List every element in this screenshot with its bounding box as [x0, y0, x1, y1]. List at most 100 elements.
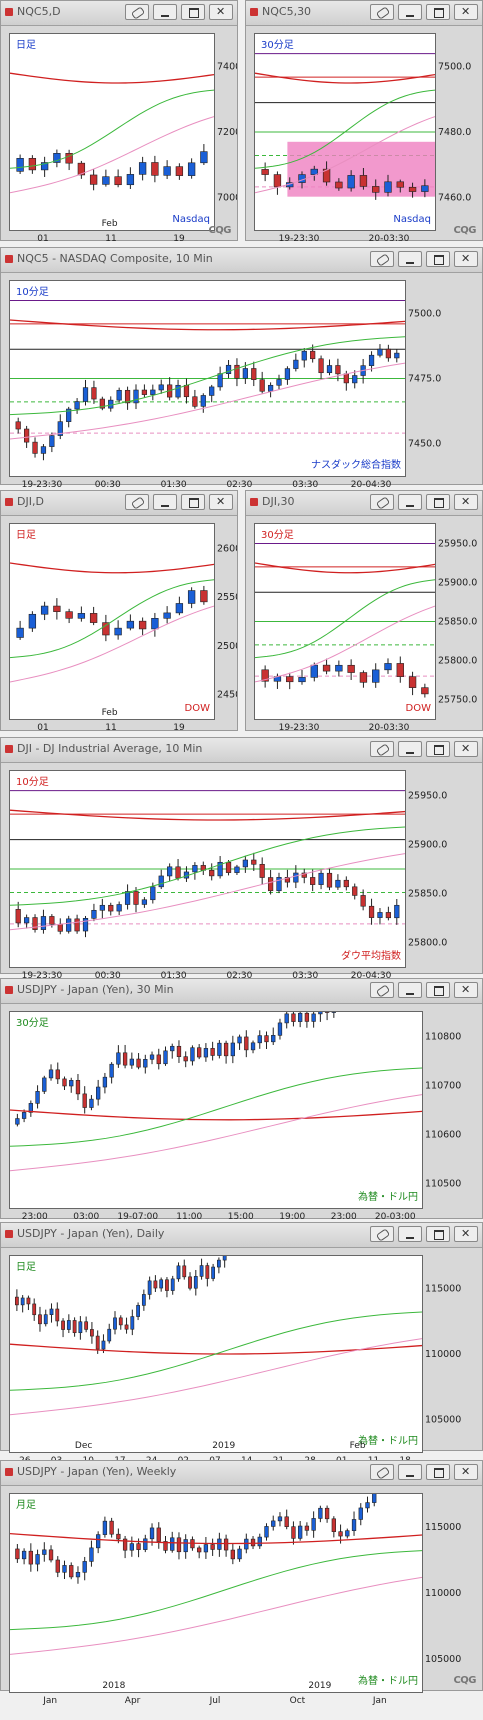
link-icon[interactable]	[370, 741, 394, 757]
chart-window-dji-10[interactable]: DJI - DJ Industrial Average, 10 Min 10分足ダ…	[0, 737, 483, 981]
chart-window-dji-daily[interactable]: DJI,D 日足 DOW Feb 26000.0 25500.0 25000.0 24500.…	[0, 490, 238, 733]
minimize-button[interactable]	[398, 1464, 422, 1480]
plot-area[interactable]: 30分足 為替・ドル円	[9, 1011, 423, 1209]
price-tick: 26000.0	[217, 543, 237, 554]
time-tick: 01:30	[161, 971, 187, 981]
minimize-button[interactable]	[398, 741, 422, 757]
close-button[interactable]	[209, 494, 233, 510]
close-button[interactable]	[454, 4, 478, 20]
maximize-button[interactable]	[426, 1226, 450, 1242]
candle	[62, 1560, 67, 1579]
close-button[interactable]	[454, 1464, 478, 1480]
title-bar[interactable]: NQC5,D	[1, 1, 237, 26]
time-tick: 19:00	[279, 1212, 305, 1222]
plot-area[interactable]: 日足 為替・ドル円 Dec 2019 Feb	[9, 1255, 423, 1453]
plot-area[interactable]: 10分足 ナスダック総合指数	[9, 280, 406, 477]
candle	[301, 868, 307, 884]
plot-area[interactable]: 日足 DOW Feb	[9, 523, 215, 720]
link-icon[interactable]	[370, 494, 394, 510]
candle	[38, 1306, 42, 1332]
maximize-button[interactable]	[426, 4, 450, 20]
link-icon[interactable]	[125, 4, 149, 20]
date-label: Feb	[102, 219, 118, 229]
title-bar[interactable]: DJI,30	[246, 491, 482, 516]
maximize-button[interactable]	[426, 982, 450, 998]
maximize-button[interactable]	[426, 251, 450, 267]
time-axis: 23:00 03:00 19-07:00 11:00 15:00 19:00 23:00 20…	[22, 1212, 416, 1222]
minimize-button[interactable]	[398, 251, 422, 267]
maximize-button[interactable]	[181, 4, 205, 20]
candle	[276, 872, 282, 894]
plot-area[interactable]: 30分足 Nasdaq	[254, 33, 436, 231]
chart-window-dji-30[interactable]: DJI,30 30分足 DOW 25950.0 25900.0 25850.0 25800.…	[245, 490, 483, 733]
candle	[210, 1041, 215, 1061]
candle	[118, 1315, 123, 1330]
chart-window-usdjpy-30[interactable]: USDJPY - Japan (Yen), 30 Min30分足為替・ドル円11…	[0, 978, 483, 1222]
time-tick: 20-03:30	[369, 723, 410, 733]
title-bar[interactable]: USDJPY - Japan (Yen), 30 Min	[1, 979, 482, 1004]
moving-average-green	[255, 89, 435, 169]
candle	[163, 1536, 168, 1554]
minimize-button[interactable]	[153, 494, 177, 510]
minimize-button[interactable]	[398, 1226, 422, 1242]
minimize-button[interactable]	[398, 4, 422, 20]
title-bar[interactable]: NQC5 - NASDAQ Composite, 10 Min	[1, 248, 482, 273]
minimize-button[interactable]	[398, 982, 422, 998]
candle	[377, 908, 383, 925]
candle	[124, 386, 131, 410]
title-bar[interactable]: USDJPY - Japan (Yen), Daily	[1, 1223, 482, 1248]
candle	[318, 1012, 323, 1022]
close-button[interactable]	[454, 251, 478, 267]
close-button[interactable]	[454, 494, 478, 510]
minimize-button[interactable]	[398, 494, 422, 510]
candle	[91, 380, 97, 404]
close-button[interactable]	[454, 982, 478, 998]
price-chart: 30分足 DOW	[255, 529, 435, 714]
time-tick: 03:30	[292, 971, 318, 981]
candle	[82, 1556, 87, 1581]
candle	[32, 914, 38, 933]
chart-window-nqc5-30[interactable]: NQC5,30 30分足 Nasdaq 7500.0 7480.0 7460.0 19-23…	[245, 0, 483, 244]
maximize-button[interactable]	[426, 494, 450, 510]
title-bar[interactable]: NQC5,30	[246, 1, 482, 26]
period-label: 30分足	[261, 529, 294, 541]
price-tick: 7475.0	[408, 374, 441, 385]
price-tick: 105000	[425, 1414, 461, 1425]
title-bar[interactable]: USDJPY - Japan (Yen), Weekly	[1, 1461, 482, 1486]
candle	[197, 1044, 202, 1060]
maximize-button[interactable]	[426, 1464, 450, 1480]
candle	[15, 1113, 20, 1127]
link-icon[interactable]	[370, 982, 394, 998]
plot-area[interactable]: 10分足 ダウ平均指数	[9, 770, 406, 968]
close-button[interactable]	[454, 741, 478, 757]
link-icon[interactable]	[370, 1464, 394, 1480]
app-icon	[250, 498, 258, 506]
title-bar[interactable]: DJI - DJ Industrial Average, 10 Min	[1, 738, 482, 763]
candle	[66, 1314, 71, 1334]
close-button[interactable]	[209, 4, 233, 20]
link-icon[interactable]	[125, 494, 149, 510]
plot-area[interactable]: 日足 Nasdaq Feb	[9, 33, 215, 231]
link-icon[interactable]	[370, 251, 394, 267]
plot-area[interactable]: 30分足 DOW	[254, 523, 436, 720]
link-icon[interactable]	[370, 1226, 394, 1242]
candle	[159, 1277, 164, 1292]
candle	[156, 1522, 161, 1549]
candle	[40, 444, 47, 461]
candle	[28, 611, 37, 632]
candle	[49, 1303, 54, 1323]
app-icon	[250, 8, 258, 16]
title-bar[interactable]: DJI,D	[1, 491, 237, 516]
close-button[interactable]	[454, 1226, 478, 1242]
link-icon[interactable]	[370, 4, 394, 20]
candle	[53, 598, 61, 620]
candle	[408, 671, 417, 696]
maximize-button[interactable]	[181, 494, 205, 510]
chart-window-nqc5-10[interactable]: NQC5 - NASDAQ Composite, 10 Min 10分足ナスダック…	[0, 247, 483, 490]
plot-area[interactable]: 月足 為替・ドル円 2018 2019	[9, 1493, 423, 1693]
minimize-button[interactable]	[153, 4, 177, 20]
maximize-button[interactable]	[426, 741, 450, 757]
